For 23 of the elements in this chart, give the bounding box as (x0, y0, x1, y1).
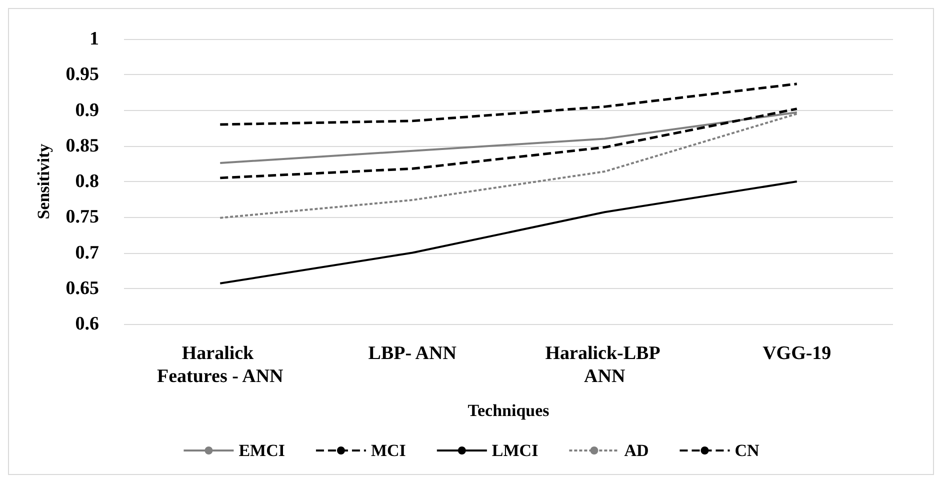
y-tick-label: 0.6 (75, 314, 99, 334)
line-series (218, 108, 798, 180)
y-tick-label: 0.85 (66, 135, 99, 156)
line-series (219, 180, 798, 284)
legend-label: AD (624, 441, 649, 460)
y-tick-label: 1 (90, 28, 99, 50)
y-tick-label: 0.8 (75, 171, 99, 192)
y-tick-label: 0.75 (66, 206, 99, 228)
legend-label: CN (734, 441, 760, 460)
y-tick-label: 0.65 (66, 278, 99, 299)
y-tick-label: 0.7 (75, 242, 100, 264)
y-tick-label: 0.95 (66, 64, 99, 86)
y-tick-label: 0.9 (75, 100, 99, 121)
x-tick-label: Haralick Features - ANN (156, 343, 284, 387)
line-series (218, 82, 798, 126)
legend-label: EMCI (238, 441, 286, 460)
x-axis-title: Techniques (468, 401, 550, 420)
x-tick-label: VGG-19 (762, 343, 832, 364)
y-axis-title: Sensitivity (34, 143, 53, 220)
x-tick-label: Haralick-LBP ANN (545, 343, 664, 387)
x-tick-label: LBP- ANN (368, 343, 457, 364)
legend-label: LMCI (492, 441, 539, 460)
legend-label: MCI (370, 441, 406, 460)
